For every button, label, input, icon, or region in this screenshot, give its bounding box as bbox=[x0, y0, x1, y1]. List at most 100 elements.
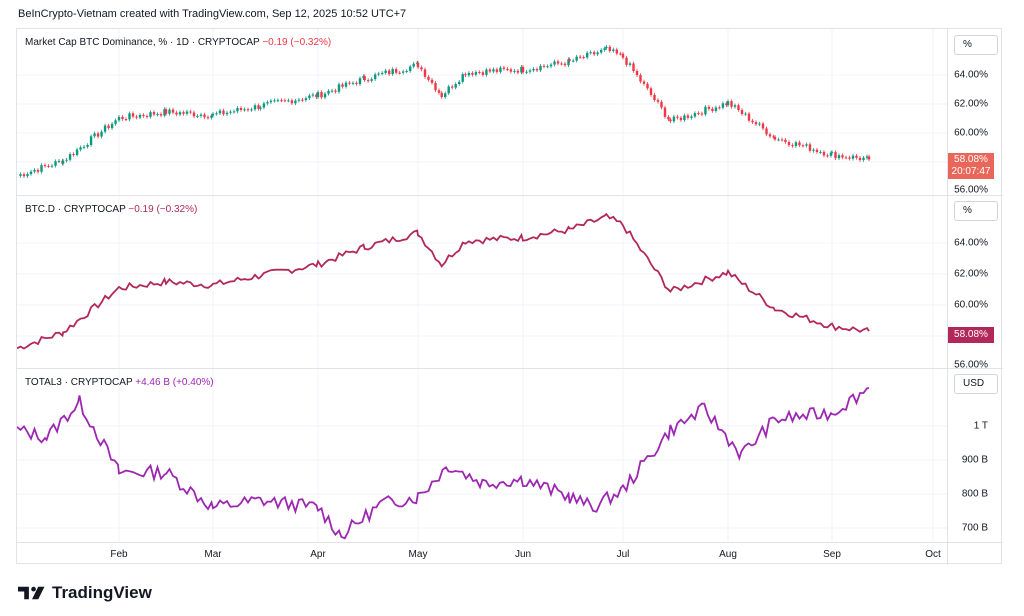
candle-body bbox=[676, 116, 679, 118]
candle-body bbox=[26, 174, 29, 177]
candle-body bbox=[621, 53, 625, 58]
btcd-legend-name: BTC.D · CRYPTOCAP bbox=[25, 204, 126, 215]
candle-legend-change: −0.19 (−0.32%) bbox=[262, 37, 332, 48]
candle-body bbox=[145, 116, 149, 118]
candle-body bbox=[801, 145, 805, 147]
y-tick-label: 60.00% bbox=[954, 299, 988, 311]
candle-body bbox=[29, 171, 33, 175]
candle-body bbox=[605, 46, 608, 49]
candle-body bbox=[704, 106, 707, 115]
candle-body bbox=[65, 159, 68, 161]
candle-body bbox=[19, 174, 22, 176]
candle-body bbox=[787, 142, 791, 146]
candle-body bbox=[683, 115, 686, 121]
x-tick-label: Feb bbox=[110, 549, 128, 560]
candle-body bbox=[444, 93, 447, 98]
candle-body bbox=[96, 133, 100, 137]
total3-legend: TOTAL3 · CRYPTOCAP +4.46 B (+0.40%) bbox=[25, 377, 214, 388]
candle-body bbox=[344, 82, 348, 87]
candle-body bbox=[592, 52, 596, 55]
candle-body bbox=[454, 84, 457, 88]
tradingview-brand[interactable]: TradingView bbox=[18, 583, 152, 603]
candle-body bbox=[542, 65, 546, 67]
candle-body bbox=[142, 115, 145, 117]
candle-body bbox=[152, 112, 156, 115]
candle-body bbox=[768, 134, 772, 137]
x-tick-label: Aug bbox=[719, 549, 737, 560]
candle-body bbox=[54, 161, 57, 166]
candle-body bbox=[68, 154, 72, 160]
candle-body bbox=[653, 94, 656, 101]
candle-body bbox=[535, 69, 539, 71]
candle-body bbox=[323, 93, 327, 98]
chart-attribution: BeInCrypto-Vietnam created with TradingV… bbox=[18, 8, 407, 20]
candle-body bbox=[301, 99, 304, 101]
candle-body bbox=[182, 112, 185, 114]
btcd-unit-button[interactable]: % bbox=[954, 201, 998, 221]
candle-body bbox=[159, 114, 163, 116]
candle-body bbox=[495, 69, 499, 72]
candle-body bbox=[608, 46, 612, 51]
candle-body bbox=[718, 107, 721, 109]
btcd-price-tag: 58.08% bbox=[948, 327, 994, 343]
candle-body bbox=[525, 71, 528, 73]
candle-body bbox=[391, 69, 394, 75]
candle-body bbox=[86, 145, 89, 147]
candle-body bbox=[280, 100, 283, 102]
candle-body bbox=[276, 100, 280, 102]
candle-body bbox=[754, 122, 758, 125]
candle-body bbox=[72, 154, 75, 156]
candle-body bbox=[103, 125, 107, 132]
pane-divider[interactable] bbox=[17, 368, 1003, 369]
candle-body bbox=[672, 116, 676, 122]
candle-plot[interactable] bbox=[17, 29, 947, 195]
pane-divider[interactable] bbox=[17, 195, 1003, 196]
candle-body bbox=[373, 74, 377, 80]
candle-body bbox=[612, 49, 615, 51]
candle-body bbox=[131, 113, 135, 117]
candle-body bbox=[437, 90, 441, 93]
candle-body bbox=[394, 69, 398, 73]
candle-body bbox=[589, 52, 592, 54]
candle-body bbox=[481, 72, 485, 75]
candle-body bbox=[358, 78, 362, 85]
candle-body bbox=[474, 72, 478, 75]
candle-body bbox=[175, 112, 178, 115]
candle-unit-button[interactable]: % bbox=[954, 35, 998, 55]
candle-body bbox=[434, 82, 437, 91]
candle-body bbox=[348, 82, 351, 84]
candle-body bbox=[315, 94, 318, 98]
candle-body bbox=[733, 105, 737, 107]
candle-body bbox=[464, 74, 467, 76]
candle-body bbox=[366, 80, 370, 82]
candle-body bbox=[185, 111, 189, 114]
brand-name: TradingView bbox=[52, 583, 152, 602]
btc-dominance-candle-pane[interactable]: Market Cap BTC Dominance, % · 1D · CRYPT… bbox=[17, 29, 947, 195]
candle-body bbox=[862, 157, 865, 161]
total3-line-pane[interactable]: TOTAL3 · CRYPTOCAP +4.46 B (+0.40%) bbox=[17, 369, 947, 542]
candle-body bbox=[679, 117, 683, 121]
candle-body bbox=[848, 157, 851, 159]
candle-body bbox=[837, 155, 841, 159]
btcd-line-plot[interactable] bbox=[17, 196, 947, 368]
candle-body bbox=[721, 103, 725, 108]
candle-body bbox=[297, 99, 301, 101]
candle-body bbox=[61, 160, 65, 164]
candle-body bbox=[560, 63, 563, 65]
candle-body bbox=[273, 100, 276, 102]
y-tick-label: 700 B bbox=[961, 522, 988, 534]
candle-body bbox=[229, 111, 232, 113]
candle-body bbox=[467, 72, 471, 76]
candle-body bbox=[262, 103, 266, 108]
total3-unit-button[interactable]: USD bbox=[954, 374, 998, 394]
candle-body bbox=[488, 69, 492, 72]
candle-body bbox=[405, 71, 408, 73]
total3-line-plot[interactable] bbox=[17, 369, 947, 542]
candle-body bbox=[43, 165, 47, 167]
candle-body bbox=[420, 67, 423, 70]
candle-body bbox=[714, 107, 718, 111]
candle-body bbox=[79, 147, 82, 150]
candle-price-tag: 58.08% 20:07:47 bbox=[948, 153, 994, 179]
btcd-line-pane[interactable]: BTC.D · CRYPTOCAP −0.19 (−0.32%) bbox=[17, 196, 947, 368]
candle-body bbox=[351, 82, 355, 84]
